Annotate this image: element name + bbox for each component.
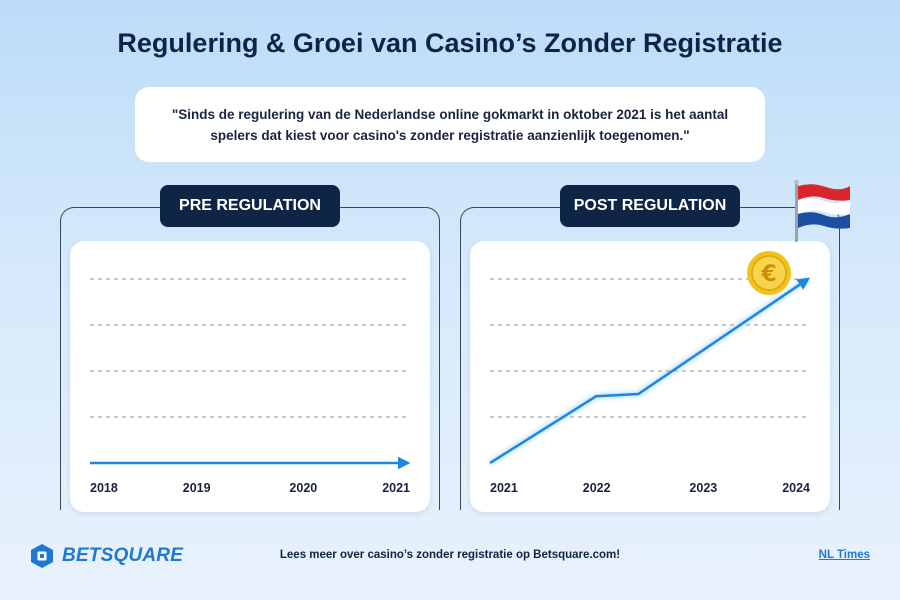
quote-text: "Sinds de regulering van de Nederlandse … [171, 106, 729, 143]
quote-box: "Sinds de regulering van de Nederlandse … [135, 87, 765, 162]
post-regulation-label: POST REGULATION [560, 185, 740, 227]
brand-logo[interactable]: BETSQUARE [30, 543, 183, 569]
pre-regulation-chart-card: 2018 2019 2020 2021 [70, 241, 430, 512]
betsquare-logo-icon [31, 544, 53, 568]
series-line [489, 277, 811, 465]
x-tick-label: 2024 [782, 481, 810, 495]
footer-cta-text: Lees meer over casino’s zonder registrat… [279, 549, 621, 561]
post-regulation-chart: 2021 2022 2023 2024 [488, 276, 811, 495]
brand-name: BETSQUARE [62, 545, 184, 566]
pre-regulation-chart: 2018 2019 2020 2021 [90, 278, 411, 495]
svg-text:€: € [760, 262, 776, 287]
x-tick-label: 2021 [490, 481, 518, 495]
x-tick-label: 2018 [90, 481, 118, 495]
x-tick-label: 2023 [689, 481, 717, 495]
series-line-glow [488, 276, 810, 466]
euro-coin-icon: € [747, 251, 791, 295]
netherlands-flag-icon [794, 180, 850, 242]
pre-regulation-label: PRE REGULATION [160, 185, 340, 227]
x-tick-label: 2021 [382, 481, 410, 495]
source-link[interactable]: NL Times [818, 549, 870, 561]
x-tick-label: 2022 [583, 481, 611, 495]
x-tick-label: 2019 [183, 481, 211, 495]
page-title: Regulering & Groei van Casino’s Zonder R… [117, 28, 783, 58]
x-tick-label: 2020 [289, 481, 317, 495]
